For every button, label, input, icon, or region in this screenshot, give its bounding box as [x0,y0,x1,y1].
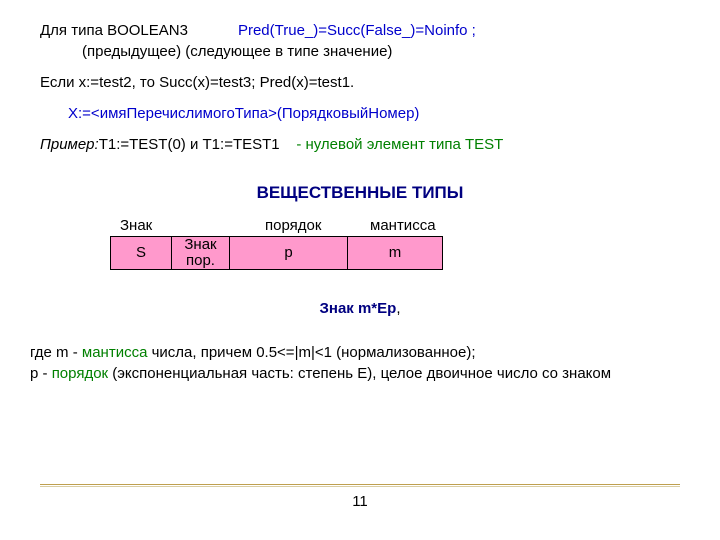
p1c: числа, причем 0.5<=|m|<1 (нормализованно… [147,344,475,361]
l4a: Пример: [40,136,99,153]
line-1: Для типа BOOLEAN3 Pred(True_)=Succ(False… [40,20,680,62]
label-order: порядок [265,217,370,234]
page-number: 11 [40,493,680,510]
p1b: мантисса [82,344,148,361]
l1a: Для типа BOOLEAN3 [40,22,188,39]
cell-zp2: пор. [184,253,216,269]
cell-sign-order: Знак пор. [172,236,230,270]
formula-text: Знак m*Ep [320,300,397,317]
footer: 11 [40,484,680,510]
p2a: p - [30,365,52,382]
float-layout-table: S Знак пор. p m [110,236,680,270]
line-4: Пример:T1:=TEST(0) и T1:=TEST1 - нулевой… [40,134,680,155]
p2c: (экспоненциальная часть: степень E), цел… [108,365,611,382]
cell-p: p [230,236,348,270]
label-mantissa: мантисса [370,217,450,234]
label-sign: Знак [120,217,265,234]
table-header-labels: Знак порядок мантисса [120,217,680,234]
heading-real-types: ВЕЩЕСТВЕННЫЕ ТИПЫ [40,183,680,203]
cell-zp1: Знак [184,237,216,253]
l4b: T1:=TEST(0) и T1:=TEST1 [99,136,280,153]
line-2: Если x:=test2, то Succ(x)=test3; Pred(x)… [40,72,680,93]
cell-m: m [348,236,443,270]
line-3: X:=<имяПеречислимогоТипа>(ПорядковыйНоме… [40,103,680,124]
p1a: где m - [30,344,82,361]
footer-rule-shadow [40,486,680,487]
formula: Знак m*Ep, [40,300,680,317]
l1b: Pred(True_)=Succ(False_)=Noinfo ; [238,22,476,39]
cell-s: S [110,236,172,270]
p2b: порядок [52,365,108,382]
formula-comma: , [396,300,400,317]
footer-rule [40,484,680,485]
l4c: - нулевой элемент типа TEST [296,136,503,153]
description-paragraph: где m - мантисса числа, причем 0.5<=|m|<… [30,342,680,384]
l1c: (предыдущее) (следующее в типе значение) [40,43,392,60]
